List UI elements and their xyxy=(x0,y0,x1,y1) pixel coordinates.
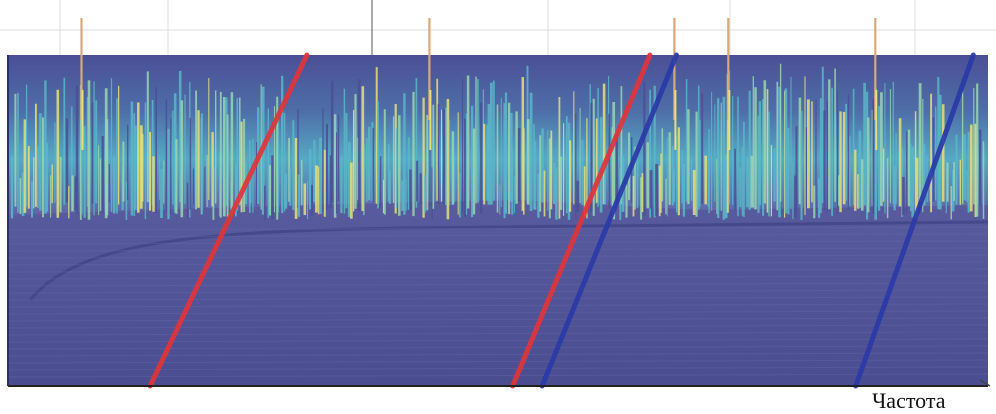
texture-line xyxy=(7,247,989,252)
texture-line xyxy=(7,268,989,273)
x-axis-arrow xyxy=(979,379,991,387)
texture-line xyxy=(7,296,989,301)
surface-texture xyxy=(7,226,989,378)
texture-line xyxy=(7,303,989,308)
texture-line xyxy=(7,373,989,378)
texture-line xyxy=(7,359,989,364)
texture-line xyxy=(7,254,989,259)
tracking-line xyxy=(853,52,976,389)
texture-line xyxy=(7,324,989,329)
texture-line xyxy=(7,233,989,238)
surface-curve xyxy=(28,220,989,301)
texture-line xyxy=(7,282,989,287)
surface-floor xyxy=(8,200,988,386)
texture-line xyxy=(7,331,989,336)
texture-line xyxy=(7,366,989,371)
texture-line xyxy=(7,310,989,315)
texture-line xyxy=(7,352,989,357)
grid xyxy=(0,0,996,55)
texture-line xyxy=(7,261,989,266)
texture-line xyxy=(7,345,989,350)
tracking-line xyxy=(510,52,653,389)
tracking-lines xyxy=(147,52,976,389)
texture-line xyxy=(7,317,989,322)
texture-line xyxy=(7,289,989,294)
tall-peaks xyxy=(80,18,878,150)
texture-line xyxy=(7,226,989,231)
texture-line xyxy=(7,240,989,245)
texture-line xyxy=(7,275,989,280)
tracking-line xyxy=(539,52,679,389)
tracking-line xyxy=(147,52,310,389)
x-axis-label: Частота xyxy=(872,388,946,413)
